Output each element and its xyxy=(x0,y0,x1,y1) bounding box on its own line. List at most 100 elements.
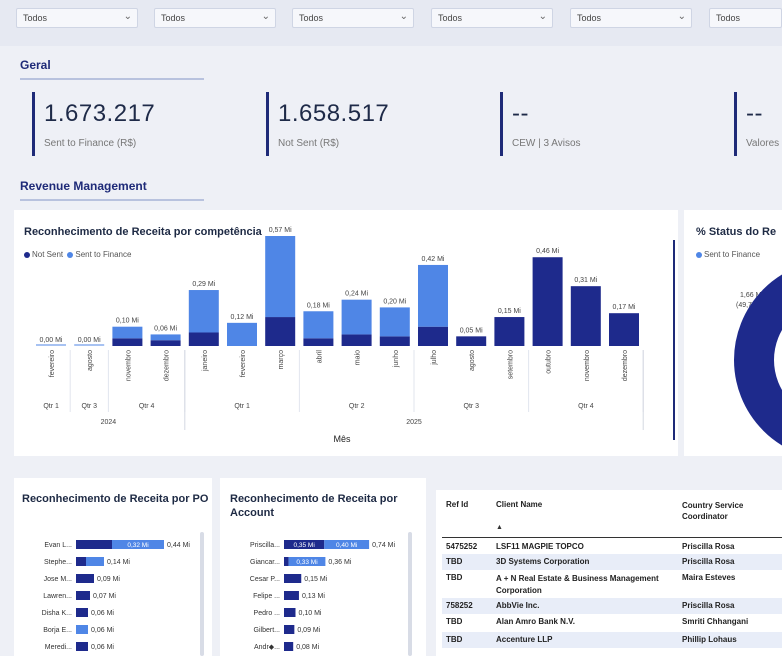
data-label: 0,06 Mi xyxy=(154,325,177,332)
bar-not-sent xyxy=(456,336,487,346)
bar-not-sent xyxy=(570,286,601,346)
data-label: 0,05 Mi xyxy=(460,327,483,334)
hbar-total-label: 0,13 Mi xyxy=(302,593,325,600)
bar-row-label: Borja E... xyxy=(43,627,72,634)
hbar-not-sent xyxy=(284,642,294,651)
filter-dropdown-2[interactable]: Todos ⌄ xyxy=(154,8,276,28)
filter-dropdown-5[interactable]: Todos ⌄ xyxy=(570,8,692,28)
x-tick-label: junho xyxy=(393,350,400,368)
cell-ref: TBD xyxy=(446,573,463,582)
cell-coordinator: Priscilla Rosa xyxy=(682,601,735,610)
filter-dropdown-3[interactable]: Todos ⌄ xyxy=(292,8,414,28)
cell-client: LSF11 MAGPIE TOPCO xyxy=(496,542,584,551)
cell-client: A + N Real Estate & Business Management … xyxy=(496,574,659,595)
filter-value: Todos xyxy=(438,13,463,23)
hbar-total-label: 0,44 Mi xyxy=(167,542,190,549)
po-scrollbar[interactable] xyxy=(200,532,204,656)
bar-row-label: Pedro ... xyxy=(254,610,281,617)
data-label: 0,46 Mi xyxy=(536,248,559,255)
table-row[interactable]: TBD 3D Systems Corporation Priscilla Ros… xyxy=(442,554,782,570)
table-row[interactable]: 5475252 LSF11 MAGPIE TOPCO Priscilla Ros… xyxy=(442,539,782,554)
table-header-coordinator[interactable]: Country Service Coordinator xyxy=(682,501,744,521)
hbar-total-label: 0,14 Mi xyxy=(107,559,130,566)
chevron-down-icon: ⌄ xyxy=(538,11,547,22)
data-label: 0,18 Mi xyxy=(307,302,330,309)
account-scrollbar[interactable] xyxy=(408,532,412,656)
table-row[interactable]: TBD Accenture LLP Phillip Lohaus xyxy=(442,632,782,648)
table-row[interactable]: TBD Alan Amro Bank N.V. Smriti Chhangani xyxy=(442,614,782,632)
x-tick-label: abril xyxy=(316,350,323,364)
x-tick-label: dezembro xyxy=(164,350,171,381)
bar-row-label: Evan L... xyxy=(44,542,72,549)
x-tick-label: novembro xyxy=(584,350,591,381)
cell-ref: 5475252 xyxy=(446,542,478,551)
bar-row-label: Stephe... xyxy=(44,559,72,566)
kpi-label: Sent to Finance (R$) xyxy=(44,138,137,149)
bar-not-sent xyxy=(341,334,372,346)
hbar-not-sent xyxy=(76,574,94,583)
data-label: 0,10 Mi xyxy=(116,318,139,325)
data-label: 0,00 Mi xyxy=(40,337,63,344)
filter-value: Todos xyxy=(299,13,324,23)
header-divider xyxy=(442,537,782,538)
x-tick-label: maio xyxy=(355,350,362,365)
data-label: 0,31 Mi xyxy=(574,277,597,284)
cell-coordinator: Priscilla Rosa xyxy=(682,542,735,551)
bar-sent-to-finance xyxy=(188,290,219,333)
filter-value: Todos xyxy=(161,13,186,23)
bar-not-sent xyxy=(494,317,525,346)
status-legend: Sent to Finance xyxy=(696,250,760,259)
bar-row-label: Giancar... xyxy=(250,559,280,566)
hbar-not-sent xyxy=(284,557,289,566)
hbar-sent xyxy=(288,557,326,566)
sort-ascending-icon[interactable]: ▲ xyxy=(496,524,503,531)
bar-sent-to-finance xyxy=(303,311,334,339)
filter-dropdown-6[interactable]: Todos xyxy=(709,8,782,28)
kpi-cew-avisos: -- CEW | 3 Avisos xyxy=(500,92,581,156)
hbar-total-label: 0,09 Mi xyxy=(97,576,120,583)
table-row[interactable]: 758252 AbbVie Inc. Priscilla Rosa xyxy=(442,598,782,614)
hbar-not-sent xyxy=(284,625,295,634)
filter-dropdown-4[interactable]: Todos ⌄ xyxy=(431,8,553,28)
kpi-value: 1.673.217 xyxy=(44,100,156,127)
hbar-total-label: 0,10 Mi xyxy=(299,610,322,617)
legend-dot-not-sent xyxy=(24,251,30,258)
bar-sent-to-finance xyxy=(265,236,296,318)
bar-not-sent xyxy=(532,257,563,346)
cell-ref: TBD xyxy=(446,635,463,644)
kpi-label: Valores xyxy=(746,138,780,149)
x-tick-label: novembro xyxy=(125,350,132,381)
x-tick-label: agosto xyxy=(87,350,94,371)
kpi-label: Not Sent (R$) xyxy=(278,138,340,149)
year-label: 2024 xyxy=(101,419,117,426)
hbar-not-sent xyxy=(284,591,299,600)
filter-value: Todos xyxy=(23,13,48,23)
table-header-ref-id[interactable]: Ref Id xyxy=(446,500,469,509)
x-tick-label: agosto xyxy=(469,350,476,371)
x-tick-label: setembro xyxy=(507,350,514,379)
year-label: 2025 xyxy=(406,419,422,426)
po-chart-panel: Reconhecimento de Receita por PO Evan L.… xyxy=(14,478,212,656)
account-chart-title: Reconhecimento de Receita por Account xyxy=(230,493,398,519)
cell-coordinator: Smriti Chhangani xyxy=(682,617,749,626)
quarter-label: Qtr 2 xyxy=(349,403,365,410)
bar-row-label: Lawren... xyxy=(43,593,72,600)
bar-row-label: Meredi... xyxy=(45,644,72,651)
chevron-down-icon: ⌄ xyxy=(261,11,270,22)
status-donut xyxy=(734,274,782,446)
filter-dropdown-1[interactable]: Todos ⌄ xyxy=(16,8,138,28)
hbar-sent xyxy=(324,540,370,549)
x-axis-title: Mês xyxy=(333,434,351,444)
po-bar-chart: Evan L... 0,32 Mi 0,44 Mi Stephe... 0,14 Mi J… xyxy=(42,540,190,651)
status-panel: % Status do Re Sent to Finance 1,66 Mi (… xyxy=(684,210,782,456)
bar-sent-to-finance xyxy=(150,334,181,341)
hbar-inner-label: 0,35 Mi xyxy=(293,542,314,549)
table-header-client-name[interactable]: Client Name xyxy=(496,500,543,509)
quarter-label: Qtr 3 xyxy=(464,403,480,410)
chart-title: Reconhecimento de Receita por competênci… xyxy=(24,226,262,238)
cell-client: Accenture LLP xyxy=(496,635,553,644)
donut-slice-not-sent xyxy=(734,274,782,446)
kpi-value: -- xyxy=(512,100,529,127)
table-row[interactable]: TBD A + N Real Estate & Business Managem… xyxy=(442,570,782,598)
bar-sent-to-finance xyxy=(418,264,448,327)
